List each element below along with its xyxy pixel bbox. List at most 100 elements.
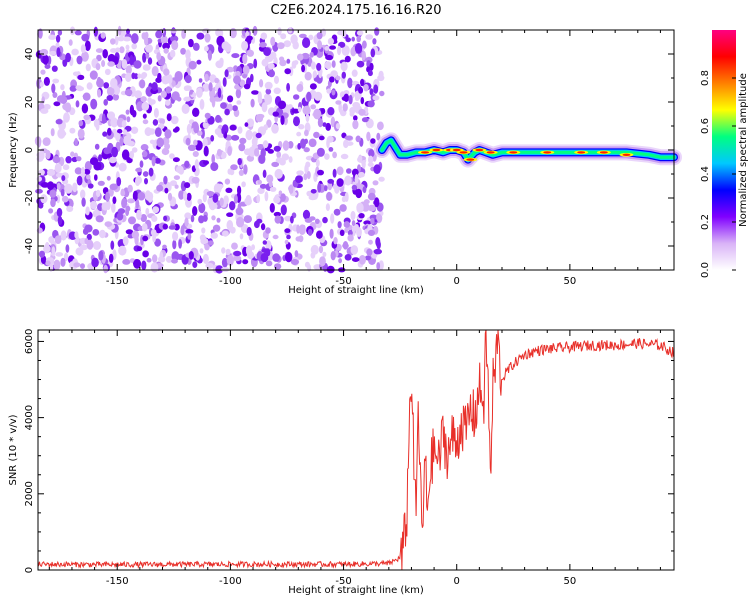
noise-blob [330, 251, 336, 261]
noise-blob [317, 169, 324, 176]
noise-blob [354, 174, 359, 184]
noise-blob [154, 127, 162, 137]
noise-blob [183, 190, 188, 201]
noise-blob [86, 174, 91, 180]
noise-blob [322, 122, 327, 127]
noise-blob [115, 132, 121, 142]
noise-blob [358, 213, 365, 219]
snr-y-ticks: 0 2000 4000 6000 [24, 329, 674, 573]
noise-blob [280, 193, 286, 202]
noise-blob [192, 261, 198, 268]
noise-blob [355, 188, 363, 199]
noise-blob [335, 123, 341, 130]
noise-blob [153, 107, 159, 118]
noise-blob [358, 86, 364, 94]
noise-blob [267, 63, 275, 70]
noise-blob [350, 210, 356, 221]
noise-blob [324, 153, 330, 160]
trace-hotspot-red [622, 153, 631, 156]
noise-blob [121, 59, 128, 69]
noise-blob [255, 132, 262, 139]
noise-blob [265, 88, 272, 95]
noise-blob [188, 251, 194, 260]
noise-blob [309, 83, 317, 90]
noise-blob [210, 162, 219, 172]
trace-hotspot-red [509, 151, 518, 154]
noise-blob [341, 61, 347, 71]
noise-blob [187, 233, 192, 240]
noise-blob [141, 260, 147, 271]
noise-blob [256, 113, 265, 119]
noise-blob [367, 204, 376, 212]
noise-blob [60, 257, 66, 267]
noise-blob [186, 123, 192, 135]
noise-blob [207, 240, 214, 246]
noise-blob [39, 81, 44, 88]
noise-blob [52, 92, 58, 98]
noise-blob [215, 28, 221, 37]
noise-blob [318, 245, 324, 254]
noise-blob [275, 157, 284, 163]
noise-blob [327, 179, 335, 184]
noise-blob [241, 181, 246, 188]
noise-blob [161, 147, 170, 156]
noise-blob [170, 49, 176, 58]
noise-blob [358, 171, 365, 178]
noise-blob [55, 172, 64, 178]
spectrogram-y-tick-label: -40 [24, 238, 35, 254]
noise-blob [188, 60, 197, 70]
noise-blob [50, 198, 56, 208]
noise-blob [73, 262, 81, 268]
noise-blob [74, 138, 78, 147]
noise-blob [322, 251, 327, 257]
noise-blob [202, 137, 208, 148]
noise-blob [64, 183, 73, 194]
noise-blob [300, 138, 306, 149]
noise-blob [310, 244, 319, 255]
noise-blob [264, 93, 269, 100]
noise-blob [139, 160, 144, 168]
noise-blob [302, 105, 311, 115]
noise-blob [61, 175, 66, 182]
noise-blob [224, 178, 231, 185]
noise-blob [48, 34, 57, 40]
noise-blob [139, 79, 146, 89]
noise-blob [141, 150, 148, 158]
noise-blob [162, 244, 167, 249]
noise-blob [184, 75, 192, 84]
noise-blob [259, 42, 267, 48]
noise-blob [77, 128, 85, 139]
noise-blob [227, 95, 234, 103]
noise-blob [92, 229, 100, 236]
noise-blob [284, 68, 292, 75]
spectrogram-y-tick-label: -20 [24, 190, 35, 206]
noise-blob [95, 122, 100, 131]
noise-blob [280, 33, 287, 40]
noise-blob [210, 135, 215, 142]
noise-blob [313, 77, 321, 82]
noise-blob [40, 108, 49, 114]
noise-blob [69, 26, 76, 35]
noise-blob [90, 200, 98, 210]
noise-blob [356, 30, 364, 36]
noise-blob [167, 192, 173, 201]
noise-blob [341, 71, 346, 79]
noise-blob [81, 166, 85, 176]
noise-blob [280, 204, 287, 216]
noise-blob [170, 115, 179, 125]
noise-blob [61, 195, 69, 203]
noise-blob [70, 151, 75, 157]
noise-blob [172, 231, 179, 241]
noise-blob [232, 105, 238, 112]
noise-blob [251, 244, 256, 251]
snr-x-tick-label: -100 [219, 576, 242, 587]
noise-blob [211, 97, 216, 108]
noise-blob [241, 40, 249, 51]
noise-blob [135, 199, 140, 209]
noise-blob [229, 201, 236, 211]
noise-blob [187, 144, 197, 151]
noise-blob [103, 99, 108, 106]
noise-blob [305, 161, 311, 168]
noise-blob [325, 122, 332, 131]
